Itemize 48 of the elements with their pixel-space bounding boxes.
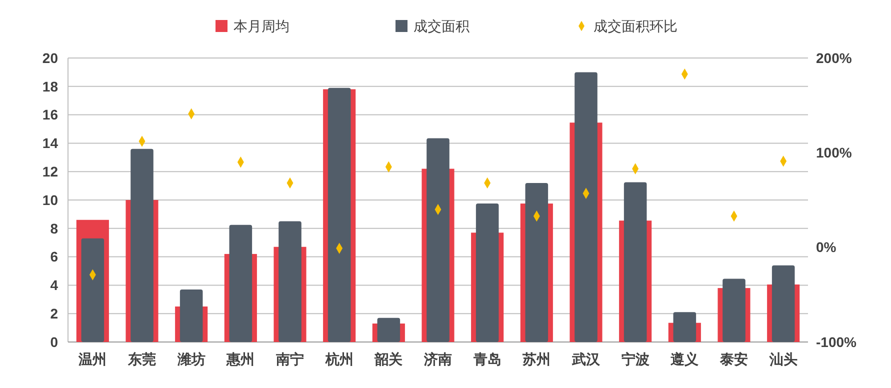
x-tick-label: 苏州 bbox=[522, 351, 551, 367]
bar bbox=[673, 312, 696, 342]
bar bbox=[377, 318, 400, 342]
bar bbox=[722, 278, 746, 342]
x-tick-label: 杭州 bbox=[324, 351, 354, 367]
bar bbox=[574, 72, 598, 342]
legend-label: 成交面积环比 bbox=[594, 18, 678, 34]
y-tick-label: 16 bbox=[42, 106, 58, 123]
bar bbox=[426, 138, 450, 342]
bar bbox=[328, 88, 351, 342]
x-tick-label: 遵义 bbox=[670, 351, 700, 367]
y-tick-label: 10 bbox=[42, 192, 58, 208]
y-tick-label: 18 bbox=[42, 78, 58, 94]
x-tick-label: 南宁 bbox=[275, 351, 304, 367]
y-tick-label: 4 bbox=[50, 277, 58, 294]
x-tick-label: 潍坊 bbox=[176, 351, 206, 367]
y-tick-label: 14 bbox=[42, 135, 58, 152]
bar bbox=[624, 182, 647, 342]
x-tick-label: 济南 bbox=[423, 351, 452, 367]
bar bbox=[772, 265, 795, 342]
y-tick-label: 12 bbox=[42, 164, 58, 180]
x-tick-label: 温州 bbox=[78, 351, 107, 367]
x-tick-label: 武汉 bbox=[571, 351, 601, 367]
y-tick-label: 8 bbox=[50, 220, 58, 236]
y-tick-label: 0 bbox=[50, 334, 58, 350]
bar bbox=[180, 289, 203, 342]
y2-tick-label: 100% bbox=[816, 144, 852, 161]
y-tick-label: 20 bbox=[42, 50, 58, 66]
x-tick-label: 惠州 bbox=[226, 351, 255, 367]
bar bbox=[81, 238, 104, 342]
y2-tick-label: 200% bbox=[816, 50, 852, 66]
y-tick-label: 6 bbox=[50, 248, 58, 265]
bar bbox=[525, 182, 548, 342]
x-tick-label: 韶关 bbox=[374, 351, 403, 367]
legend-label: 本月周均 bbox=[234, 18, 290, 34]
bar bbox=[476, 204, 499, 342]
x-tick-label: 泰安 bbox=[719, 351, 748, 367]
y2-tick-label: 0% bbox=[816, 239, 837, 256]
x-tick-label: 汕头 bbox=[768, 351, 798, 367]
x-tick-label: 东莞 bbox=[127, 351, 156, 367]
bar bbox=[130, 148, 154, 342]
bar bbox=[278, 221, 302, 342]
x-tick-label: 宁波 bbox=[621, 351, 650, 367]
y-tick-label: 2 bbox=[50, 306, 58, 322]
y2-tick-label: -100% bbox=[816, 334, 858, 350]
x-tick-label: 青岛 bbox=[472, 351, 502, 367]
legend-label: 成交面积 bbox=[414, 18, 470, 34]
bar bbox=[229, 224, 252, 342]
